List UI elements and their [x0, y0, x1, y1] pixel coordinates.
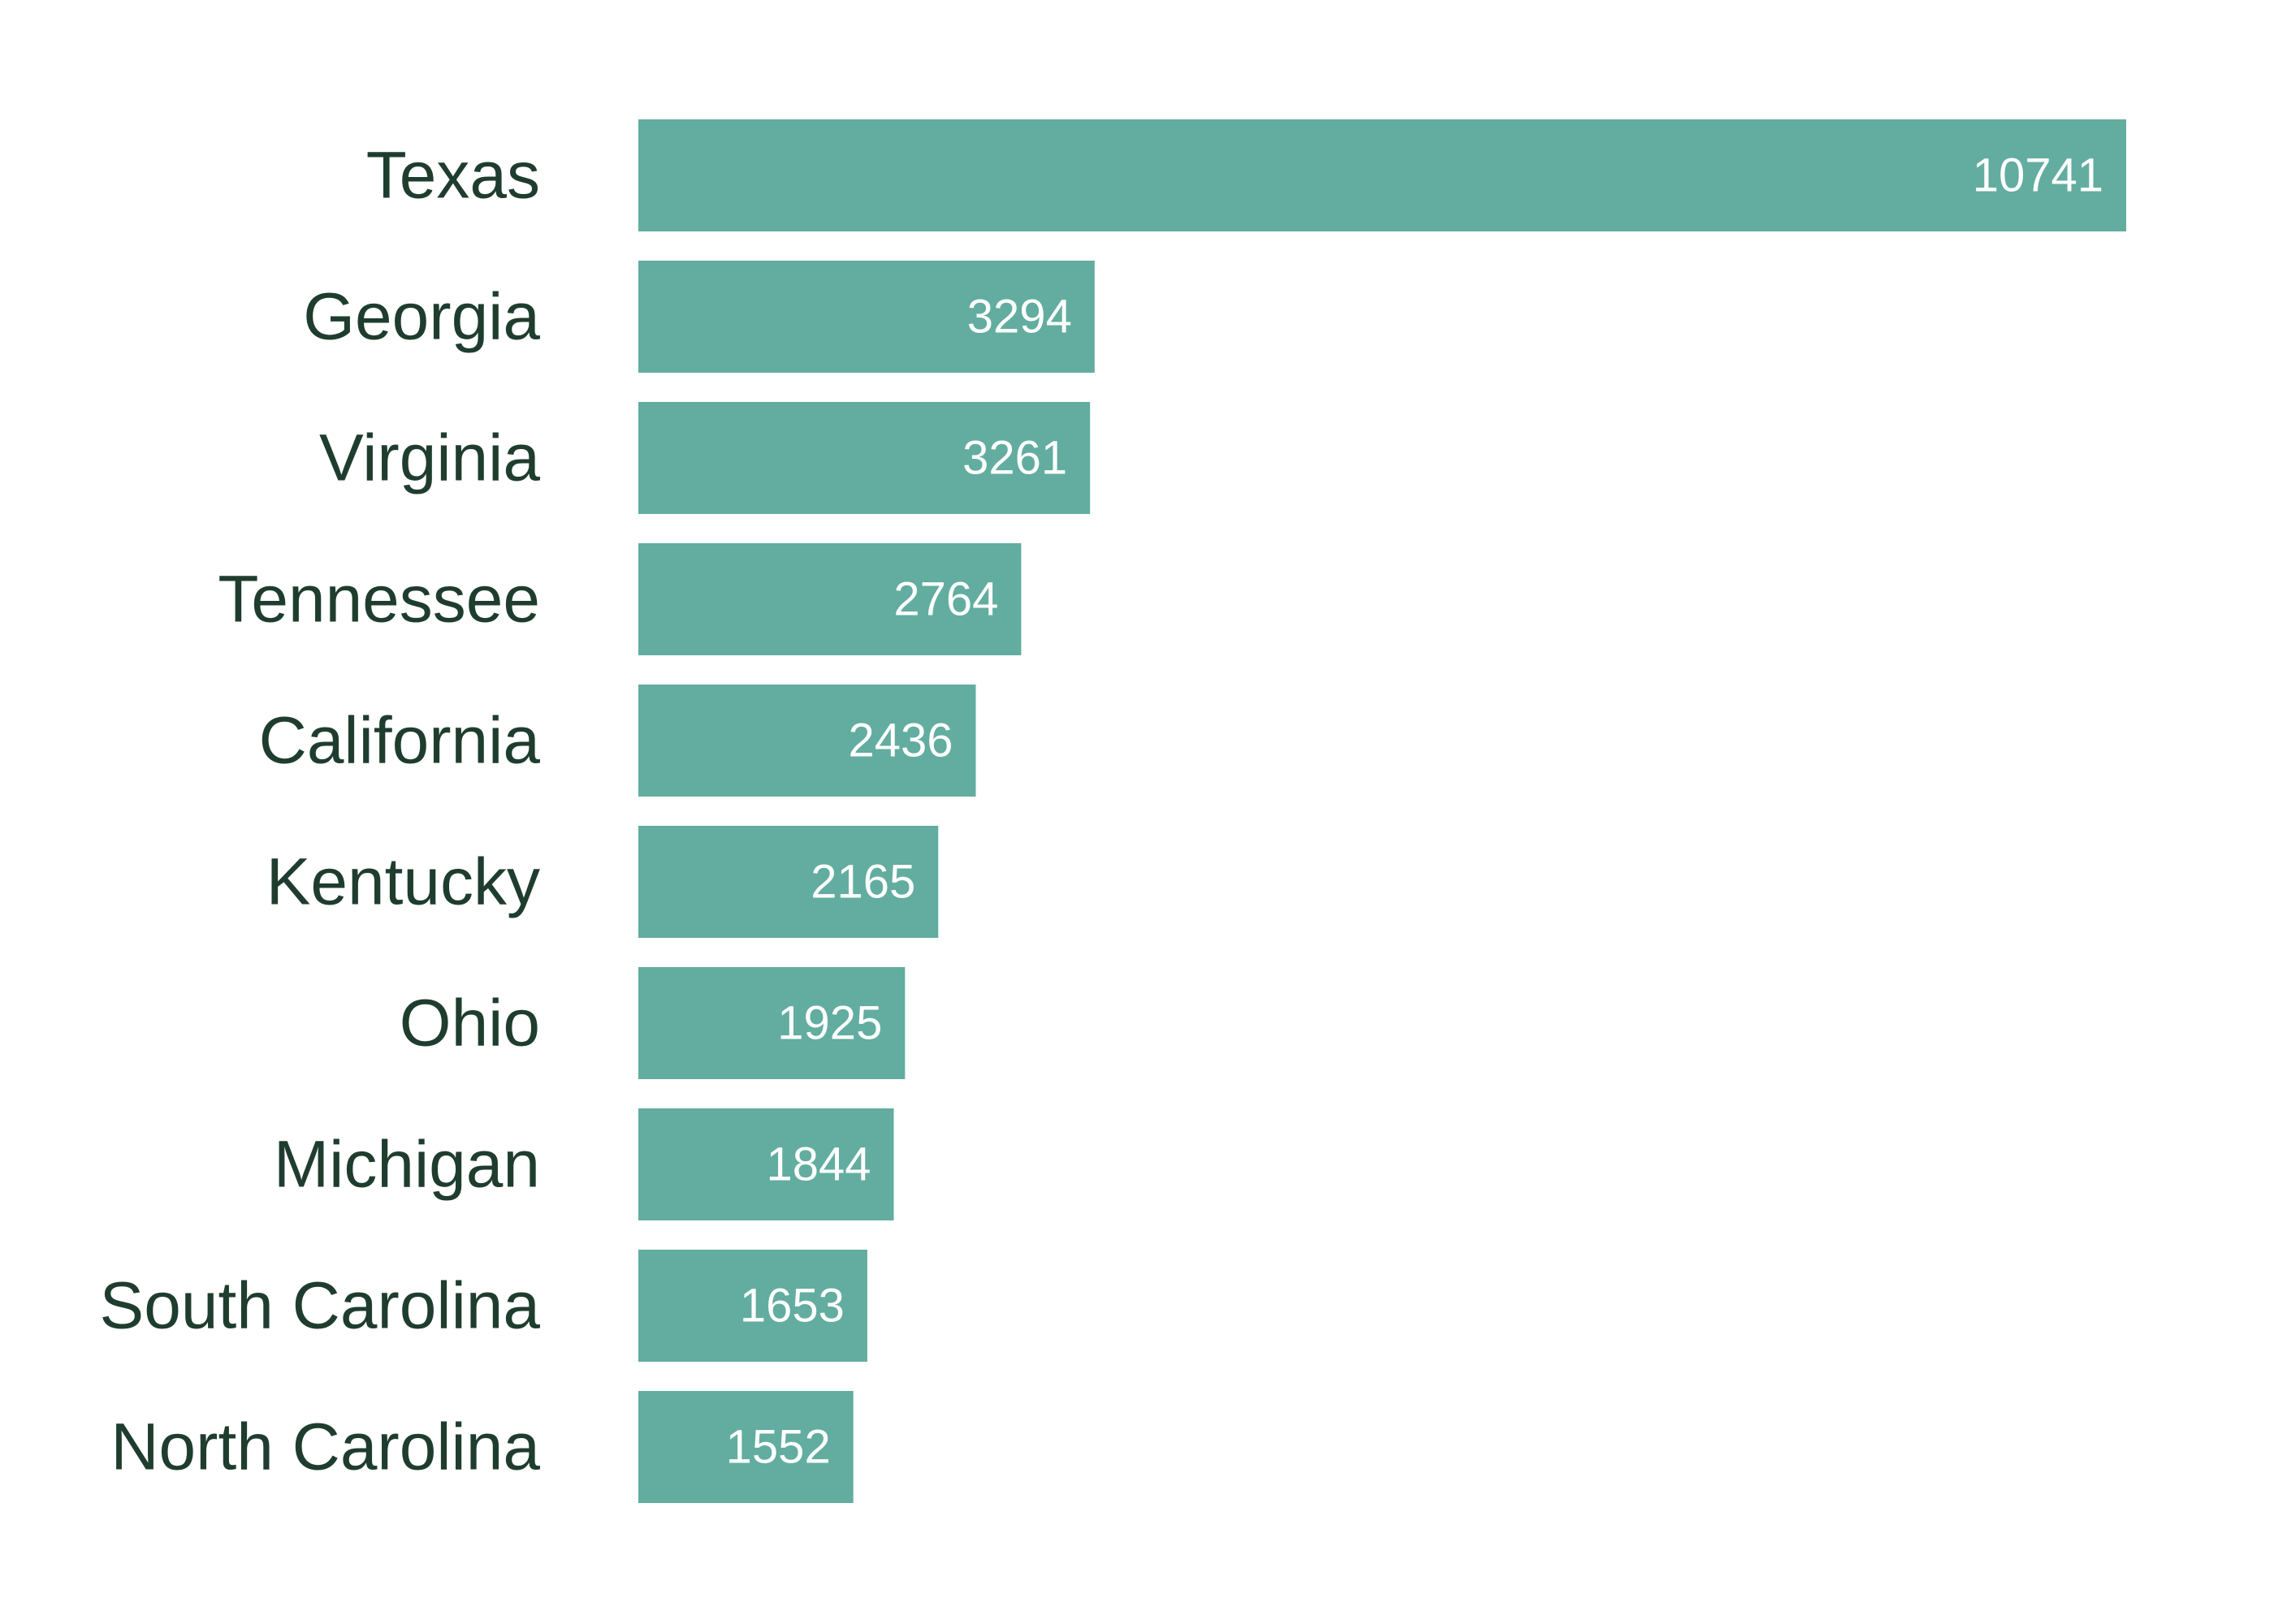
- category-label: California: [259, 704, 541, 778]
- category-label: Virginia: [319, 421, 540, 495]
- category-label: South Carolina: [100, 1269, 541, 1343]
- category-label: Kentucky: [266, 845, 540, 919]
- bar-georgia: [638, 261, 1095, 373]
- value-label: 2165: [811, 856, 915, 909]
- value-label: 2436: [848, 715, 953, 767]
- bar-tennessee: [638, 543, 1022, 655]
- bar-virginia: [638, 402, 1091, 514]
- bar-south-carolina: [638, 1250, 867, 1362]
- value-label: 3261: [962, 432, 1067, 485]
- category-labels-group: Texas Georgia Virginia Tennessee California K…: [100, 139, 541, 1484]
- value-label: 1844: [766, 1138, 871, 1191]
- category-label: Texas: [366, 139, 540, 213]
- category-label: Georgia: [303, 280, 540, 354]
- bar-texas: [638, 119, 2126, 231]
- bars-group: [638, 119, 2126, 1503]
- category-label: Michigan: [274, 1128, 540, 1202]
- value-label: 10741: [1973, 149, 2103, 202]
- value-label: 2764: [893, 573, 998, 626]
- category-label: North Carolina: [110, 1410, 540, 1484]
- bar-kentucky: [638, 826, 939, 938]
- value-label: 1653: [740, 1280, 845, 1332]
- value-labels-group: 10741 3294 3261 2764 2436 2165 1925 1844 1653 155…: [726, 149, 2103, 1474]
- category-label: Tennessee: [218, 563, 540, 637]
- category-label: Ohio: [400, 987, 540, 1060]
- value-label: 1925: [777, 997, 882, 1050]
- bar-north-carolina: [638, 1391, 854, 1503]
- bar-michigan: [638, 1108, 894, 1220]
- value-label: 3294: [967, 291, 1072, 343]
- bar-california: [638, 685, 976, 797]
- value-label: 1552: [726, 1421, 831, 1474]
- bar-ohio: [638, 967, 906, 1079]
